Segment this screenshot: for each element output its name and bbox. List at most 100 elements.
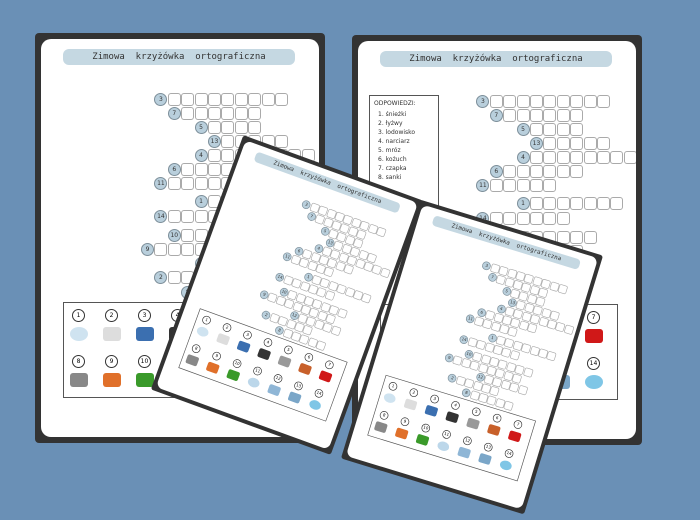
crossword-cell[interactable] (597, 95, 610, 108)
crossword-cell[interactable] (530, 179, 543, 192)
crossword-cell[interactable] (543, 151, 557, 164)
crossword-cell[interactable] (208, 163, 221, 176)
crossword-cell[interactable] (516, 109, 530, 122)
crossword-cell[interactable] (546, 350, 557, 362)
crossword-cell[interactable] (181, 93, 195, 106)
crossword-cell[interactable] (556, 95, 570, 108)
crossword-cell[interactable] (181, 210, 195, 223)
crossword-cell[interactable] (208, 149, 221, 162)
crossword-cell[interactable] (275, 93, 288, 106)
crossword-cell[interactable] (489, 179, 503, 192)
crossword-cell[interactable] (194, 107, 208, 120)
crossword-cell[interactable] (234, 121, 248, 134)
crossword-cell[interactable] (556, 109, 570, 122)
crossword-cell[interactable] (530, 197, 543, 210)
crossword-cell[interactable] (543, 123, 557, 136)
crossword-cell[interactable] (509, 349, 521, 361)
crossword-cell[interactable] (167, 177, 181, 190)
crossword-cell[interactable] (360, 292, 372, 304)
crossword-cell[interactable] (503, 165, 517, 178)
crossword-cell[interactable] (324, 290, 336, 302)
crossword-cell[interactable] (597, 137, 610, 150)
crossword-cell[interactable] (248, 121, 262, 134)
crossword-cell[interactable] (248, 93, 262, 106)
crossword-cell[interactable] (543, 179, 557, 192)
crossword-cell[interactable] (194, 177, 208, 190)
crossword-cell[interactable] (234, 107, 248, 120)
crossword-cell[interactable] (570, 231, 584, 244)
crossword-cell[interactable] (556, 123, 570, 136)
crossword-cell[interactable] (522, 367, 534, 378)
crossword-cell[interactable] (154, 243, 168, 256)
crossword-cell[interactable] (181, 107, 195, 120)
crossword-cell[interactable] (343, 263, 355, 275)
crossword-cell[interactable] (530, 151, 543, 164)
crossword-cell[interactable] (543, 95, 557, 108)
crossword-cell[interactable] (597, 151, 610, 164)
crossword-cell[interactable] (583, 151, 597, 164)
crossword-cell[interactable] (530, 95, 543, 108)
crossword-cell[interactable] (570, 109, 584, 122)
crossword-cell[interactable] (234, 93, 248, 106)
crossword-cell[interactable] (556, 151, 570, 164)
crossword-cell[interactable] (516, 212, 530, 225)
crossword-cell[interactable] (315, 340, 327, 352)
crossword-cell[interactable] (181, 229, 195, 242)
crossword-cell[interactable] (323, 266, 335, 278)
crossword-cell[interactable] (610, 197, 624, 210)
crossword-cell[interactable] (489, 95, 503, 108)
crossword-cell[interactable] (336, 307, 348, 319)
crossword-cell[interactable] (583, 197, 597, 210)
crossword-cell[interactable] (194, 93, 208, 106)
crossword-cell[interactable] (167, 243, 181, 256)
crossword-cell[interactable] (570, 151, 584, 164)
crossword-cell[interactable] (221, 121, 235, 134)
crossword-cell[interactable] (221, 107, 235, 120)
crossword-cell[interactable] (503, 400, 514, 412)
crossword-cell[interactable] (570, 95, 584, 108)
crossword-cell[interactable] (530, 165, 543, 178)
crossword-cell[interactable] (261, 93, 275, 106)
crossword-cell[interactable] (208, 107, 221, 120)
crossword-cell[interactable] (543, 109, 557, 122)
crossword-cell[interactable] (221, 149, 235, 162)
crossword-cell[interactable] (181, 177, 195, 190)
crossword-cell[interactable] (530, 109, 543, 122)
crossword-cell[interactable] (503, 179, 517, 192)
crossword-cell[interactable] (583, 231, 597, 244)
crossword-cell[interactable] (570, 197, 584, 210)
crossword-cell[interactable] (181, 163, 195, 176)
crossword-cell[interactable] (517, 384, 529, 396)
crossword-cell[interactable] (583, 95, 597, 108)
crossword-cell[interactable] (610, 151, 624, 164)
crossword-cell[interactable] (221, 93, 235, 106)
crossword-cell[interactable] (507, 326, 519, 338)
crossword-cell[interactable] (181, 243, 195, 256)
crossword-cell[interactable] (556, 137, 570, 150)
crossword-cell[interactable] (503, 95, 517, 108)
crossword-cell[interactable] (375, 226, 387, 238)
crossword-cell[interactable] (167, 271, 181, 284)
crossword-cell[interactable] (208, 121, 221, 134)
crossword-cell[interactable] (516, 179, 530, 192)
crossword-cell[interactable] (543, 197, 557, 210)
crossword-cell[interactable] (530, 212, 543, 225)
crossword-cell[interactable] (543, 212, 557, 225)
crossword-cell[interactable] (275, 135, 288, 148)
crossword-cell[interactable] (583, 137, 597, 150)
crossword-cell[interactable] (556, 212, 570, 225)
crossword-cell[interactable] (570, 137, 584, 150)
crossword-cell[interactable] (556, 165, 570, 178)
crossword-cell[interactable] (527, 322, 538, 334)
crossword-cell[interactable] (516, 95, 530, 108)
crossword-cell[interactable] (503, 109, 517, 122)
crossword-cell[interactable] (194, 163, 208, 176)
crossword-cell[interactable] (597, 197, 610, 210)
crossword-cell[interactable] (208, 93, 221, 106)
crossword-cell[interactable] (208, 177, 221, 190)
crossword-cell[interactable] (503, 212, 517, 225)
crossword-cell[interactable] (194, 210, 208, 223)
crossword-cell[interactable] (167, 210, 181, 223)
crossword-cell[interactable] (330, 325, 342, 337)
crossword-cell[interactable] (557, 283, 569, 295)
